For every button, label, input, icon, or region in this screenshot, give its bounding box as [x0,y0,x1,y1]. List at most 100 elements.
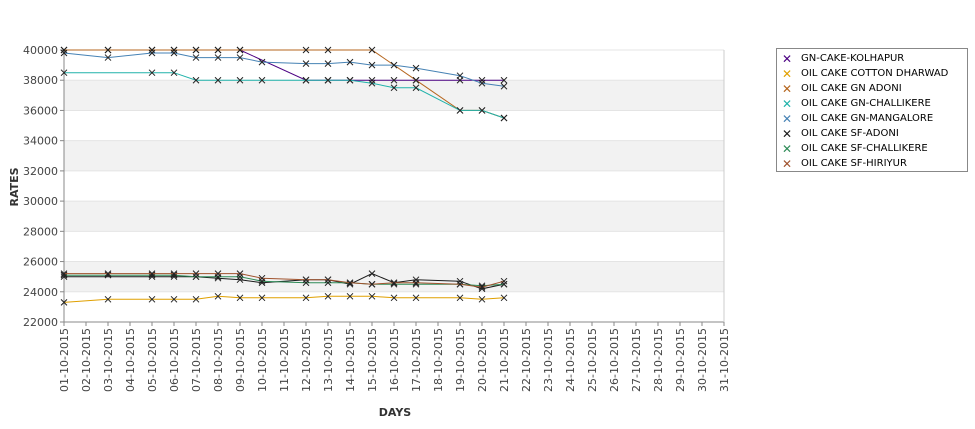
grid-band [64,201,724,232]
data-point-marker [258,58,266,66]
data-point-marker [302,294,310,302]
legend-label: OIL CAKE GN-MANGALORE [801,113,934,124]
data-point-marker [390,61,398,69]
data-point-marker [170,46,178,54]
data-point-marker [60,270,68,277]
y-tick-label: 40000 [23,44,58,57]
x-tick-label: 26-10-2015 [608,328,621,392]
x-tick-label: 06-10-2015 [168,328,181,392]
x-tick-label: 02-10-2015 [80,328,93,392]
data-point-marker [346,279,354,287]
data-point-marker [324,46,332,54]
data-point-marker [236,276,244,284]
legend-label: OIL CAKE SF-HIRIYUR [801,158,907,169]
data-point-marker [104,270,112,277]
data-point-marker [236,294,244,302]
data-point-marker [302,279,310,287]
x-tick-label: 10-10-2015 [256,328,269,392]
data-point-marker [412,64,420,72]
x-tick-label: 04-10-2015 [124,328,137,392]
series [60,46,508,84]
legend-label: OIL CAKE GN ADONI [801,83,902,94]
legend-item: ✕ OIL CAKE COTTON DHARWAD [781,66,967,81]
x-tick-label: 25-10-2015 [586,328,599,392]
x-tick-label: 05-10-2015 [146,328,159,392]
x-tick-label: 11-10-2015 [278,328,291,392]
legend-label: OIL CAKE SF-CHALLIKERE [801,143,928,154]
legend-marker-icon: ✕ [781,66,793,81]
data-point-marker [478,295,486,303]
legend-marker-icon: ✕ [781,141,793,156]
data-point-marker [500,294,508,302]
data-point-marker [478,282,486,290]
x-tick-label: 21-10-2015 [498,328,511,392]
data-point-marker [170,69,178,77]
data-point-marker [412,279,420,287]
y-axis-title: RATES [8,167,21,206]
series [60,46,508,122]
legend-label: OIL CAKE COTTON DHARWAD [801,68,949,79]
y-tick-label: 30000 [23,195,58,208]
x-tick-label: 17-10-2015 [410,328,423,392]
data-point-marker [148,49,156,57]
data-point-marker [368,46,376,54]
data-point-marker [170,295,178,303]
data-point-marker [214,273,222,281]
x-tick-label: 08-10-2015 [212,328,225,392]
series-layer [60,46,508,306]
data-point-marker [236,270,244,277]
data-point-marker [324,279,332,287]
data-point-marker [368,76,376,84]
data-point-marker [302,46,310,54]
legend-item: ✕ OIL CAKE SF-CHALLIKERE [781,141,967,156]
axes: 22000 24000 26000 28000 30000 32000 34000 36000… [23,44,731,392]
data-point-marker [104,46,112,54]
data-point-marker [324,292,332,300]
data-point-marker [324,76,332,84]
series [60,292,508,306]
data-point-marker [148,295,156,303]
series [60,49,508,90]
data-point-marker [104,295,112,303]
data-point-marker [500,277,508,285]
data-point-marker [60,299,68,306]
legend-item: ✕ OIL CAKE SF-ADONI [781,126,967,141]
series-line [63,295,505,303]
legend-item: ✕ OIL CAKE GN-CHALLIKERE [781,96,967,111]
data-point-marker [192,54,200,61]
series-line [64,72,505,119]
data-point-marker [60,49,68,57]
data-point-marker [368,270,376,277]
data-point-marker [60,69,68,77]
data-point-marker [60,46,68,54]
legend-marker-icon: ✕ [781,96,793,111]
data-point-marker [170,270,178,277]
data-point-marker [368,292,376,300]
data-point-marker [412,84,420,92]
data-point-marker [390,76,398,84]
grid-band [64,140,724,171]
y-tick-label: 34000 [23,135,58,148]
data-point-marker [236,54,244,61]
x-tick-label: 31-10-2015 [718,328,731,392]
legend-label: GN-CAKE-KOLHAPUR [801,53,905,64]
data-point-marker [456,107,464,114]
data-point-marker [192,46,200,54]
legend-item: ✕ GN-CAKE-KOLHAPUR [781,51,967,66]
legend-label: OIL CAKE GN-CHALLIKERE [801,98,931,109]
x-tick-label: 09-10-2015 [234,328,247,392]
x-axis-title: DAYS [379,406,412,419]
data-point-marker [456,294,464,302]
data-point-marker [346,58,354,66]
x-tick-label: 20-10-2015 [476,328,489,392]
legend-item: ✕ OIL CAKE SF-HIRIYUR [781,156,967,171]
data-point-marker [478,283,486,291]
y-tick-label: 22000 [23,316,58,329]
data-point-marker [170,273,178,281]
data-point-marker [500,76,508,84]
data-point-marker [390,84,398,92]
y-tick-label: 38000 [23,74,58,87]
data-point-marker [302,276,310,284]
data-point-marker [390,294,398,302]
